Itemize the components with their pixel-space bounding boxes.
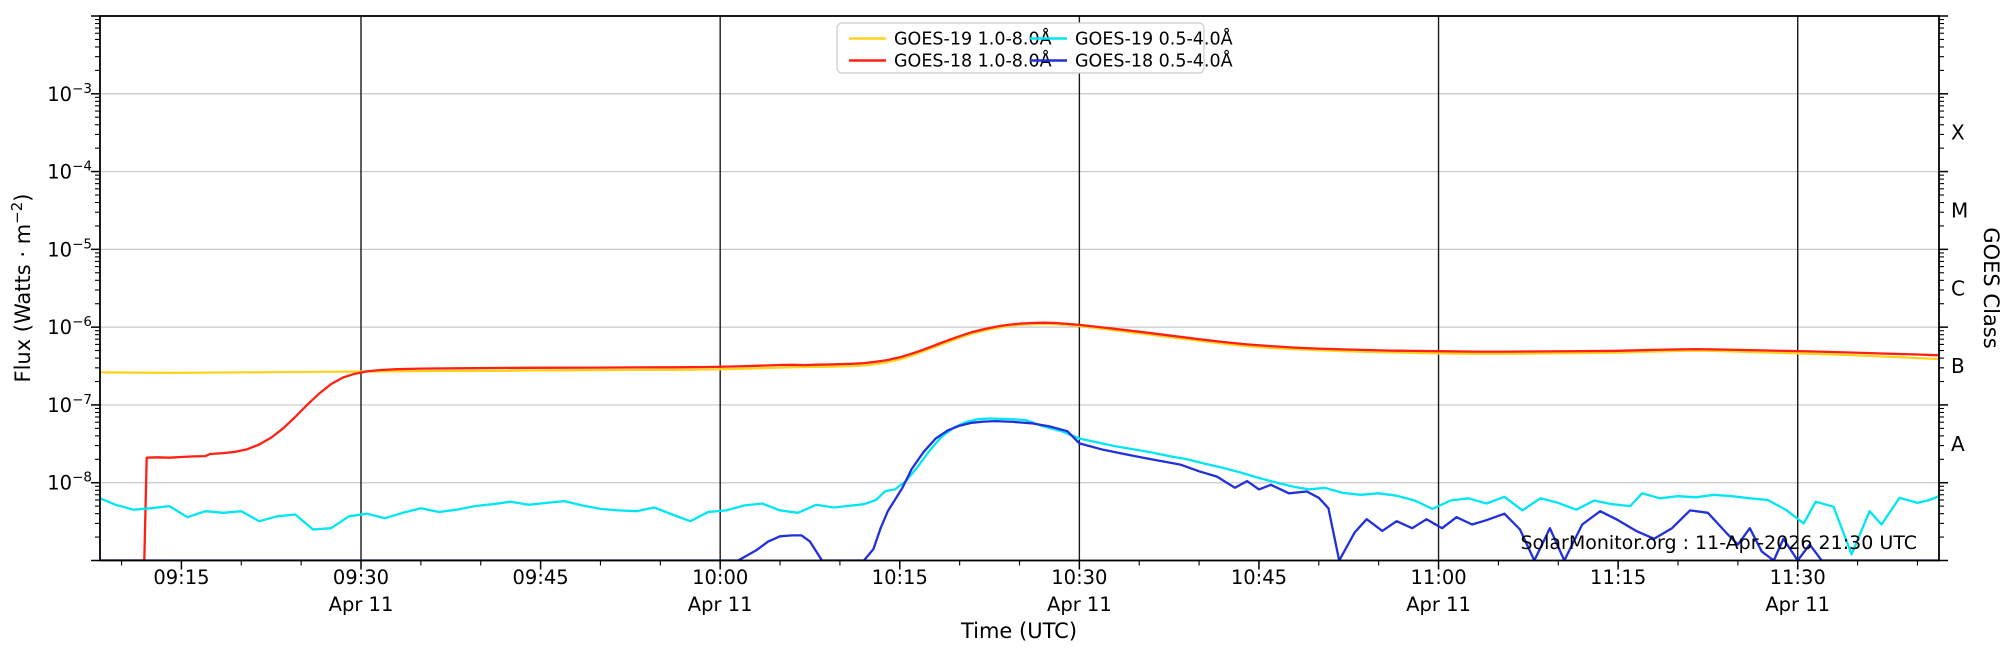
goes-class-label: B <box>1951 354 1965 378</box>
x-tick-label: 10:15 <box>872 566 928 589</box>
series-g19-long <box>100 322 1939 374</box>
series-group <box>100 321 1939 561</box>
x-tick-date-label: Apr 11 <box>1765 593 1830 616</box>
x-tick-date-label: Apr 11 <box>1406 593 1471 616</box>
x-tick-date-label: Apr 11 <box>329 593 394 616</box>
y-tick-label: 10−6 <box>47 314 92 339</box>
y-tick-labels: 10−3 10−4 10−5 10−6 10−7 10−8 <box>47 81 92 495</box>
x-tick-label: 11:15 <box>1590 566 1646 589</box>
goes-class-label: X <box>1951 121 1965 145</box>
x-tick-date-label: Apr 11 <box>1047 593 1112 616</box>
x-axis-title: Time (UTC) <box>960 619 1077 643</box>
y-axis-title-right: GOES Class <box>1979 227 2000 348</box>
y-tick-label: 10−4 <box>47 159 92 184</box>
x-tick-label: 09:45 <box>512 566 568 589</box>
goes-class-label: A <box>1951 432 1965 456</box>
x-tick-label: 10:30 <box>1051 566 1107 589</box>
x-tick-label: 11:00 <box>1410 566 1466 589</box>
series-g18-short <box>100 419 1939 561</box>
x-tick-date-label: Apr 11 <box>688 593 753 616</box>
series-g19-short <box>100 417 1939 556</box>
gridlines <box>100 16 1939 561</box>
y-tick-label: 10−5 <box>47 236 92 261</box>
goes-class-label: C <box>1951 276 1965 300</box>
x-tick-label: 10:45 <box>1231 566 1287 589</box>
legend-box <box>836 22 1205 74</box>
x-tick-label: 10:00 <box>692 566 748 589</box>
legend-label: GOES-18 1.0-8.0Å <box>894 50 1052 72</box>
y-tick-label: 10−7 <box>47 392 92 417</box>
watermark-text: SolarMonitor.org : 11-Apr-2026 21:30 UTC <box>1520 532 1917 554</box>
y-tick-label: 10−3 <box>47 81 92 106</box>
goes-class-labels: X M C B A <box>1951 121 1968 456</box>
legend-label: GOES-19 0.5-4.0Å <box>1075 28 1233 50</box>
x-tick-labels: 09:15 09:30 Apr 11 09:45 10:00 Apr 11 10:15 10:… <box>153 566 1830 616</box>
legend-label: GOES-18 0.5-4.0Å <box>1075 50 1233 72</box>
tick-marks <box>91 15 1948 570</box>
legend-label: GOES-19 1.0-8.0Å <box>894 28 1052 50</box>
x-tick-label: 09:15 <box>153 566 209 589</box>
y-tick-label: 10−8 <box>47 470 92 495</box>
x-tick-label: 09:30 <box>333 566 389 589</box>
series-g18-long <box>100 321 1939 561</box>
y-axis-title: Flux (Watts · m−2) <box>8 193 35 382</box>
goes-class-label: M <box>1951 198 1968 222</box>
x-tick-label: 11:30 <box>1770 566 1826 589</box>
